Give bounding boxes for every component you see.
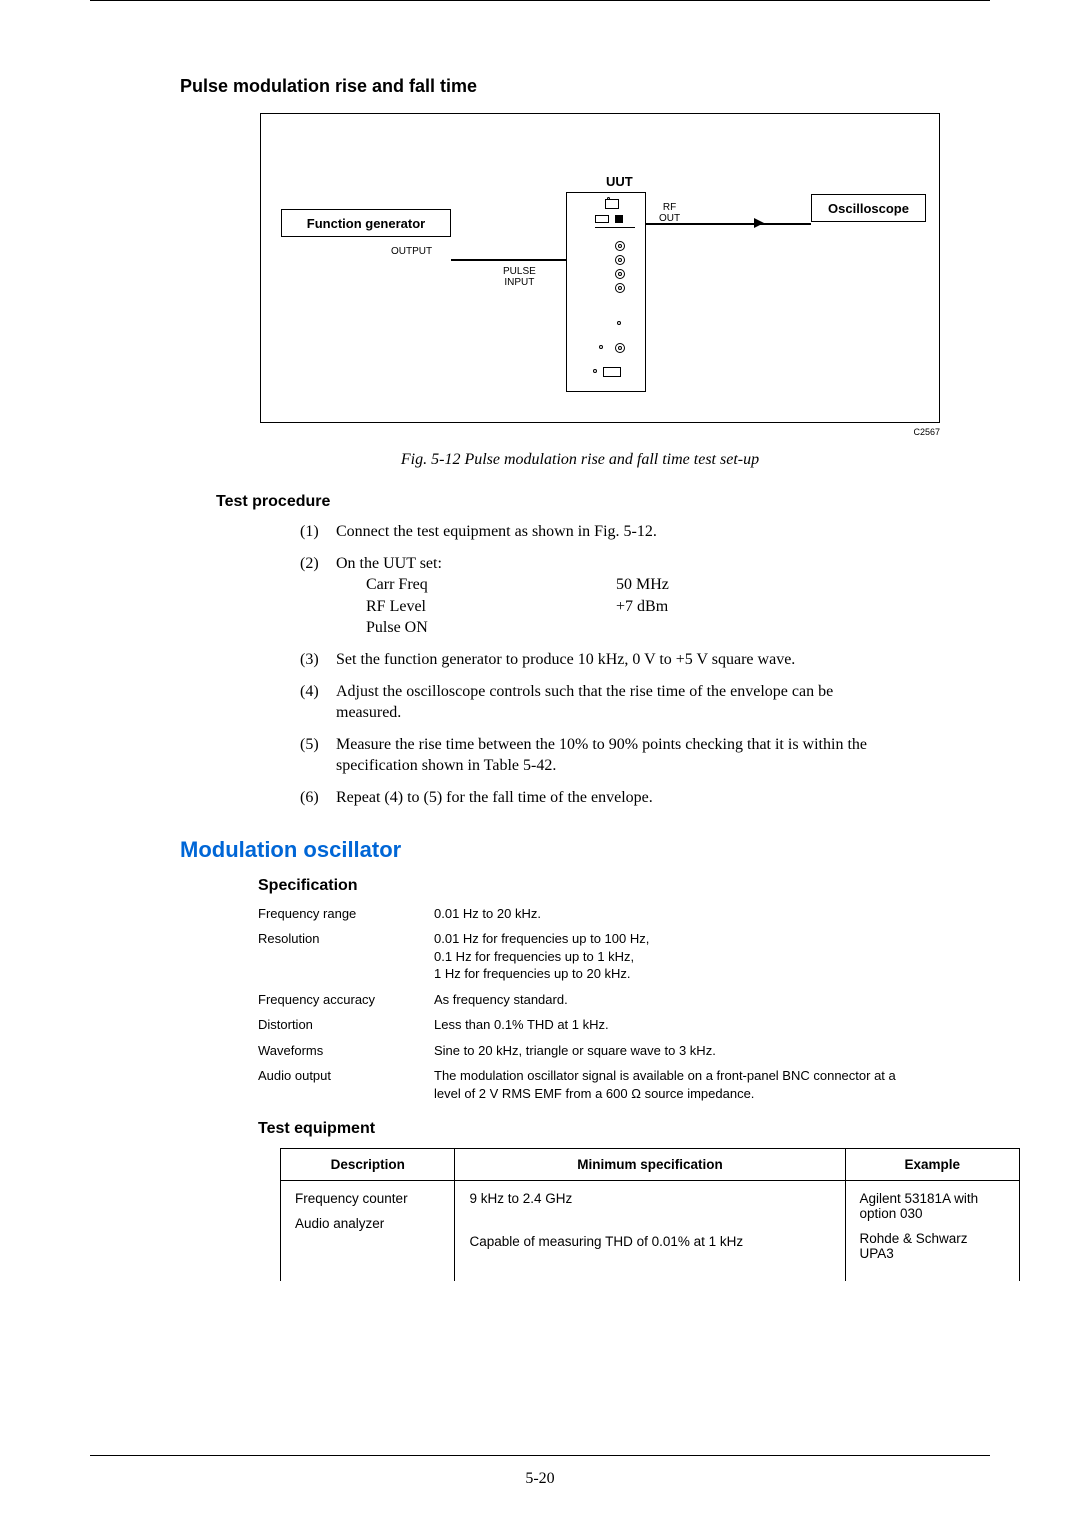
step-3: (3) Set the function generator to produc…	[300, 649, 880, 671]
step-6: (6) Repeat (4) to (5) for the fall time …	[300, 787, 880, 809]
step-num: (3)	[300, 649, 336, 671]
step-body: Adjust the oscilloscope controls such th…	[336, 681, 880, 724]
table-row: Frequency counter Audio analyzer 9 kHz t…	[281, 1181, 1020, 1282]
diagram-container: Function generator OUTPUT PULSE INPUT UU…	[260, 113, 900, 469]
diagram-rfout-label: RF OUT	[659, 202, 680, 224]
test-equipment-table: Description Minimum specification Exampl…	[280, 1148, 1020, 1281]
step-num: (1)	[300, 521, 336, 543]
test-equipment-heading: Test equipment	[258, 1120, 900, 1138]
step-num: (2)	[300, 553, 336, 639]
step-body: Repeat (4) to (5) for the fall time of t…	[336, 787, 880, 809]
diagram-code: C2567	[260, 427, 940, 437]
step-body: Measure the rise time between the 10% to…	[336, 734, 880, 777]
step-4: (4) Adjust the oscilloscope controls suc…	[300, 681, 880, 724]
page-number: 5-20	[0, 1470, 1080, 1488]
diagram-uut-panel	[566, 192, 646, 392]
specification-heading: Specification	[258, 877, 900, 895]
diagram-arrow-head	[754, 218, 764, 228]
step-body: Set the function generator to produce 10…	[336, 649, 880, 671]
step-num: (5)	[300, 734, 336, 777]
diagram-osc-box: Oscilloscope	[811, 194, 926, 222]
step-1: (1) Connect the test equipment as shown …	[300, 521, 880, 543]
th-description: Description	[281, 1149, 455, 1181]
diagram-pulse-input-label: PULSE INPUT	[503, 266, 536, 288]
step-body: Connect the test equipment as shown in F…	[336, 521, 880, 543]
test-procedure-heading: Test procedure	[216, 493, 900, 511]
specification-list: Frequency range0.01 Hz to 20 kHz. Resolu…	[258, 905, 900, 1103]
diagram-line-fg-uut	[451, 259, 566, 261]
step-2: (2) On the UUT set: Carr Freq50 MHz RF L…	[300, 553, 880, 639]
diagram-fg-box: Function generator	[281, 209, 451, 237]
step-num: (4)	[300, 681, 336, 724]
th-minspec: Minimum specification	[455, 1149, 845, 1181]
diagram: Function generator OUTPUT PULSE INPUT UU…	[260, 113, 940, 423]
step-body: On the UUT set: Carr Freq50 MHz RF Level…	[336, 553, 880, 639]
test-procedure-steps: (1) Connect the test equipment as shown …	[300, 521, 880, 809]
diagram-fg-output-label: OUTPUT	[391, 246, 432, 257]
th-example: Example	[845, 1149, 1020, 1181]
step-num: (6)	[300, 787, 336, 809]
section-title-pulse: Pulse modulation rise and fall time	[180, 76, 900, 97]
step-5: (5) Measure the rise time between the 10…	[300, 734, 880, 777]
diagram-uut-label: UUT	[606, 174, 633, 189]
modulation-oscillator-heading: Modulation oscillator	[180, 837, 900, 863]
figure-caption: Fig. 5-12 Pulse modulation rise and fall…	[260, 451, 900, 469]
diagram-line-uut-osc	[646, 223, 811, 225]
page-footer: 5-20	[0, 1455, 1080, 1488]
